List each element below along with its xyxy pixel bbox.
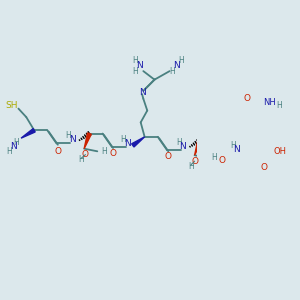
Text: OH: OH [274, 147, 286, 156]
Text: N: N [136, 61, 143, 70]
Text: N: N [124, 139, 131, 148]
Text: N: N [179, 142, 186, 151]
Polygon shape [84, 133, 91, 149]
Text: O: O [110, 149, 117, 158]
Text: O: O [165, 152, 172, 161]
Text: H: H [101, 147, 107, 156]
Text: H: H [121, 135, 127, 144]
Polygon shape [195, 140, 202, 155]
Text: O: O [219, 156, 226, 165]
Text: H: H [276, 101, 282, 110]
Polygon shape [241, 143, 254, 153]
Text: N: N [10, 142, 16, 151]
Text: H: H [78, 155, 84, 164]
Text: O: O [244, 94, 251, 103]
Text: SH: SH [6, 101, 18, 110]
Text: N: N [173, 61, 180, 70]
Text: O: O [54, 147, 61, 156]
Text: H: H [65, 131, 71, 140]
Text: H: H [176, 138, 182, 147]
Text: N: N [69, 135, 76, 144]
Text: O: O [260, 163, 267, 172]
Text: H: H [6, 147, 12, 156]
Text: H: H [188, 162, 194, 171]
Text: NH: NH [263, 98, 276, 107]
Text: H: H [230, 141, 236, 150]
Text: N: N [139, 88, 145, 97]
Text: H: H [178, 56, 184, 65]
Text: N: N [233, 145, 240, 154]
Polygon shape [21, 129, 35, 138]
Text: O: O [82, 150, 89, 159]
Text: H: H [212, 153, 217, 162]
Polygon shape [132, 137, 145, 147]
Text: H: H [132, 56, 138, 65]
Text: H: H [133, 67, 138, 76]
Text: H: H [14, 138, 19, 147]
Text: O: O [191, 157, 198, 166]
Text: H: H [169, 67, 175, 76]
